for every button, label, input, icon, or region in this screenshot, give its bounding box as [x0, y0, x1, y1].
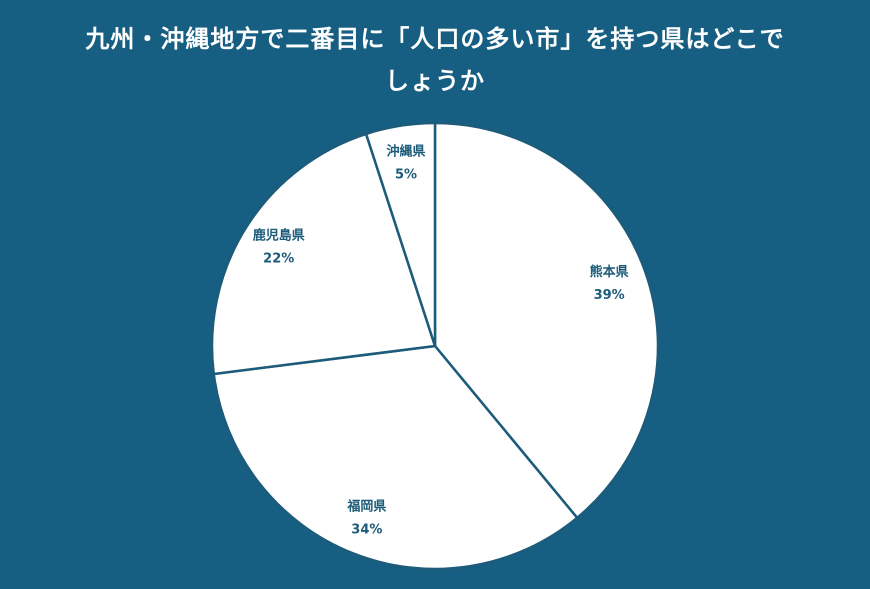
chart-title: 九州・沖縄地方で二番目に「人口の多い市」を持つ県はどこでしょうか	[85, 25, 785, 95]
pie-slice	[210, 132, 437, 376]
slice-label: 福岡県	[346, 499, 386, 515]
slice-value: 5%	[395, 168, 417, 183]
slice-value: 22%	[263, 251, 294, 266]
slice-label: 鹿児島県	[253, 227, 305, 243]
pie-slice	[364, 121, 437, 347]
slice-label: 熊本県	[590, 264, 629, 280]
slice-value: 39%	[594, 288, 625, 303]
pie-slice	[433, 121, 660, 520]
slice-value: 34%	[351, 523, 382, 538]
slice-label: 沖縄県	[387, 144, 426, 160]
pie-slice	[212, 344, 579, 571]
